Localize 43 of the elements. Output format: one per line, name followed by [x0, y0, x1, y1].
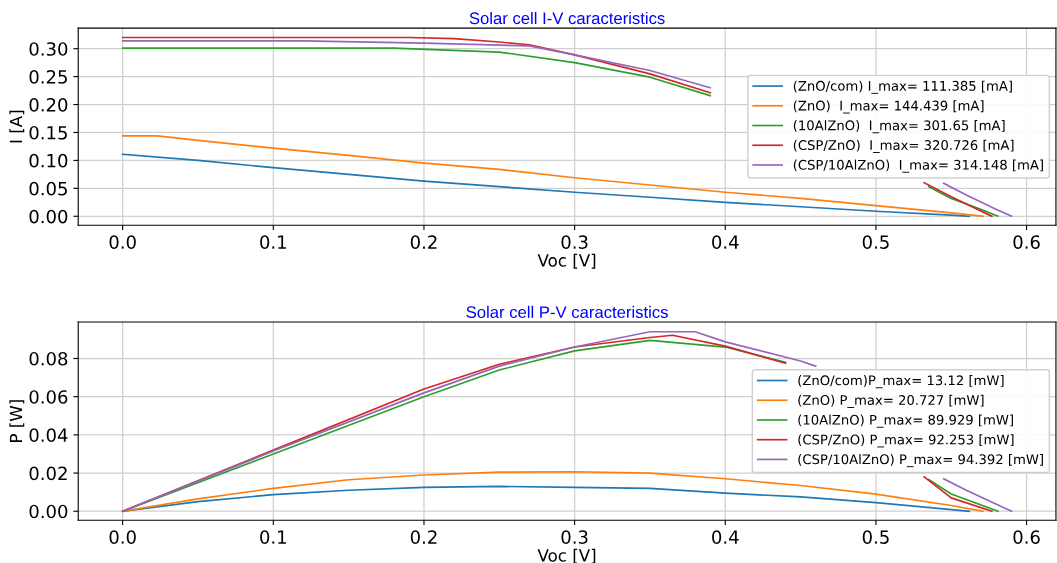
x-tick-label: 0.3: [561, 530, 588, 544]
y-tick-label: 0.25: [29, 70, 67, 84]
x-tick-label: 0.5: [862, 530, 889, 544]
x-tick-label: 0.2: [410, 530, 437, 544]
x-axis-title: Voc [V]: [537, 548, 596, 563]
y-tick-label: 0.02: [29, 466, 67, 481]
y-tick-label: 0.10: [29, 153, 68, 168]
x-tick-label: 0.0: [109, 235, 136, 249]
chart-title: Solar cell P-V caracteristics: [466, 305, 668, 319]
line-series: [121, 470, 984, 513]
x-tick-label: 0.0: [109, 530, 136, 544]
y-tick-label: 0.08: [29, 351, 68, 366]
legend-label: (CSP/10AlZnO) I_max= 314.148 [mA]: [793, 159, 1043, 173]
y-tick-label: 0.00: [29, 209, 68, 224]
y-tick-label: 0.06: [29, 390, 68, 404]
legend-label: (10AlZnO) I_max= 301.65 [mA]: [793, 120, 1005, 134]
y-axis-title: I [A]: [9, 110, 25, 143]
x-axis-title: Voc [V]: [537, 253, 596, 269]
x-tick-label: 0.1: [260, 530, 286, 544]
x-tick-label: 0.4: [712, 530, 739, 544]
legend-label: (ZnO) P_max= 20.727 [mW]: [798, 394, 984, 408]
legend-label: (ZnO) I_max= 144.439 [mA]: [793, 100, 984, 114]
x-tick-label: 0.5: [862, 235, 889, 249]
x-tick-label: 0.4: [712, 235, 739, 249]
chart-title: Solar cell I-V caracteristics: [469, 11, 665, 25]
x-tick-label: 0.2: [410, 235, 437, 249]
y-tick-label: 0.15: [29, 125, 67, 140]
y-tick-label: 0.05: [29, 181, 67, 196]
x-tick-label: 0.6: [1013, 530, 1040, 544]
x-tick-label: 0.3: [561, 235, 588, 249]
y-tick-label: 0.00: [29, 504, 68, 519]
y-tick-label: 0.20: [29, 98, 68, 112]
x-tick-label: 0.6: [1013, 235, 1040, 249]
x-tick-label: 0.1: [260, 235, 286, 249]
legend-label: (ZnO/com)P_max= 13.12 [mW]: [798, 375, 1004, 389]
legend-label: (10AlZnO) P_max= 89.929 [mW]: [798, 414, 1013, 428]
y-tick-label: 0.04: [29, 428, 68, 442]
y-tick-label: 0.30: [29, 42, 68, 56]
y-axis-title: P [W]: [9, 400, 25, 442]
legend-label: (CSP/ZnO) I_max= 320.726 [mA]: [793, 139, 1014, 153]
legend-label: (CSP/ZnO) P_max= 92.253 [mW]: [798, 434, 1014, 448]
legend-label: (ZnO/com) I_max= 111.385 [mA]: [793, 80, 1012, 94]
legend-label: (CSP/10AlZnO) P_max= 94.392 [mW]: [798, 454, 1043, 468]
